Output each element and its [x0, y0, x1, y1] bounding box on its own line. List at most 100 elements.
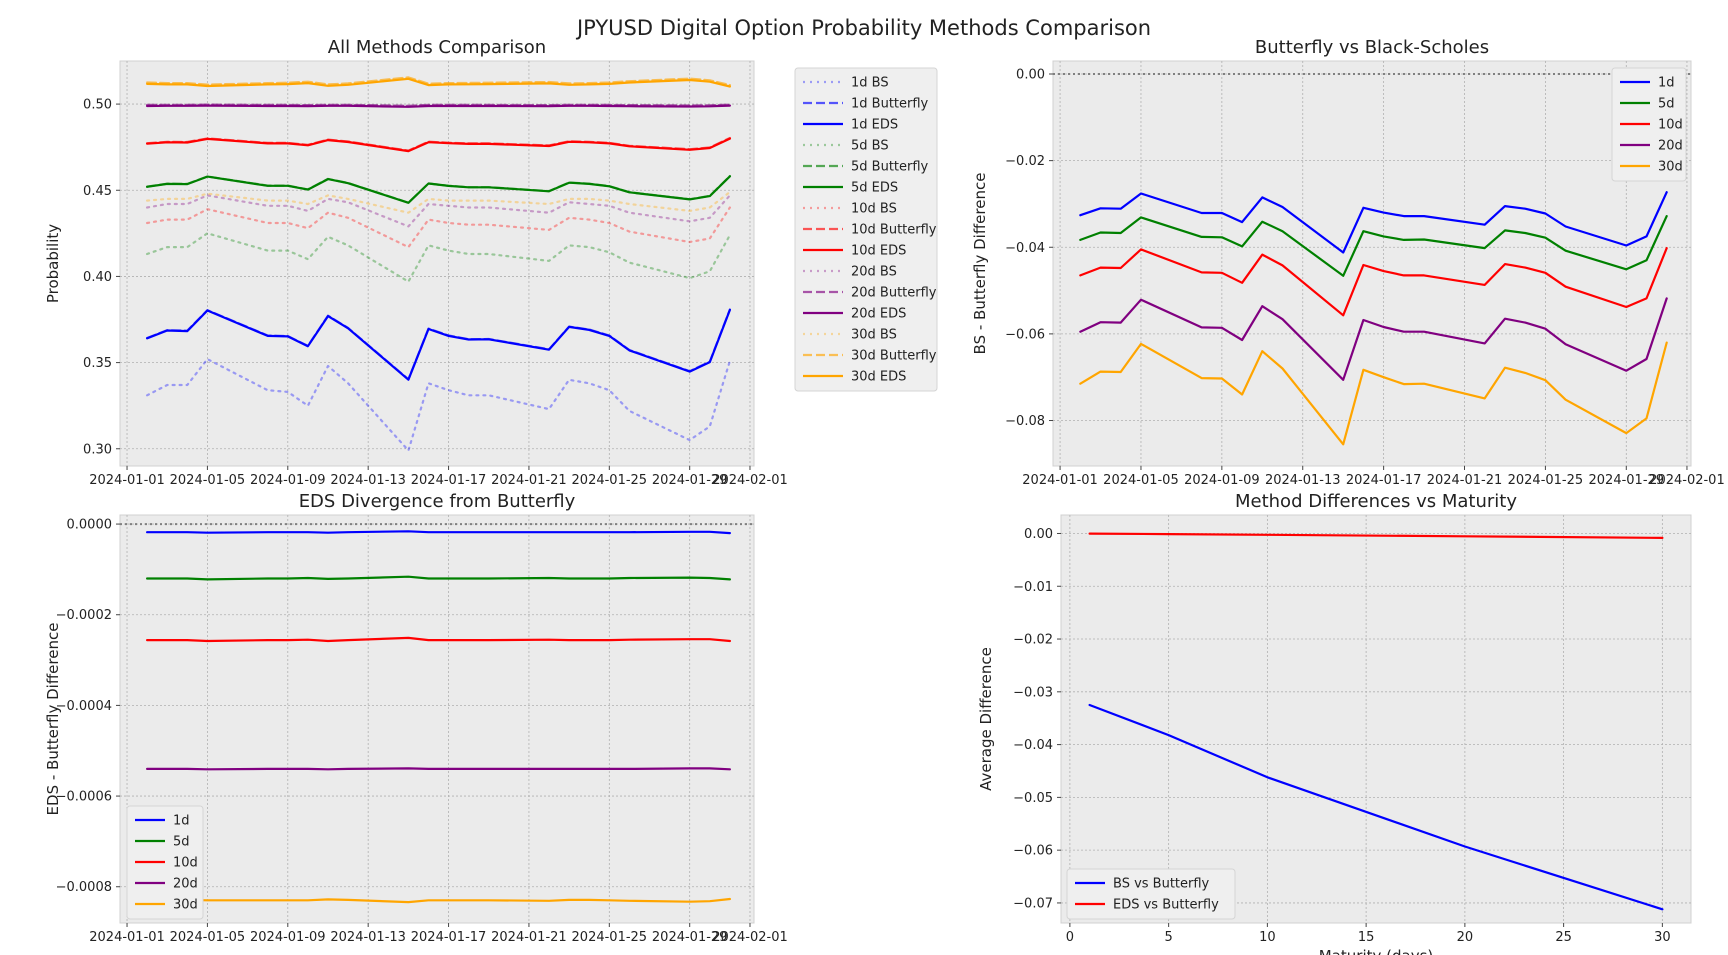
- x-tick-label: 30: [1654, 930, 1671, 945]
- x-tick-label: 2024-01-09: [250, 473, 326, 488]
- y-tick-label: −0.05: [1013, 791, 1053, 806]
- y-tick-label: −0.02: [1005, 154, 1045, 169]
- y-axis-label: Probability: [44, 224, 62, 303]
- x-tick-label: 2024-01-09: [250, 930, 326, 945]
- x-tick-label: 2024-01-01: [1022, 473, 1098, 488]
- legend-label-1d: 1d: [1658, 76, 1675, 91]
- series-group: [146, 76, 732, 452]
- x-tick-label: 2024-01-29: [652, 930, 728, 945]
- x-tick-label: 5: [1164, 930, 1172, 945]
- x-tick-label: 2024-01-01: [89, 930, 165, 945]
- legend-label-10d: 10d: [173, 856, 198, 871]
- y-tick-label: −0.06: [1005, 327, 1045, 342]
- y-tick-label: −0.01: [1013, 580, 1053, 595]
- series-group: [1079, 191, 1668, 446]
- series-line-30d-butterfly: [146, 76, 732, 87]
- y-tick-label: −0.07: [1013, 896, 1053, 911]
- series-line-1d: [1079, 191, 1668, 254]
- series-line-5d-bs: [146, 232, 732, 283]
- panel-title: All Methods Comparison: [328, 37, 546, 58]
- legend-label-30d: 30d: [1658, 160, 1683, 175]
- x-tick-label: 2024-01-17: [1346, 473, 1422, 488]
- y-tick-label: 0.0000: [67, 518, 113, 533]
- series-line-10d-eds: [146, 137, 732, 153]
- y-tick-label: 0.30: [83, 442, 112, 457]
- legend-label-5d: 5d: [1658, 97, 1675, 112]
- series-line-20d: [146, 767, 732, 771]
- legend-box: [794, 67, 938, 392]
- panel-title: Butterfly vs Black-Scholes: [1255, 37, 1489, 58]
- x-tick-label: 2024-01-05: [1103, 473, 1179, 488]
- legend-box: [1066, 868, 1236, 920]
- series-line-1d-bs: [146, 358, 732, 452]
- y-tick-label: −0.0006: [56, 790, 112, 805]
- legend-label-10d-butterfly: 10d Butterfly: [851, 223, 937, 238]
- panel-method-differences-vs-maturity: 0 5 10 15 20 25 30 0.00 −0.01 −0.02 −0.03 −0.04 −0.0…: [977, 491, 1692, 955]
- x-tick-label: 2024-01-25: [572, 473, 648, 488]
- y-tick-label: −0.03: [1013, 685, 1053, 700]
- plot-area: [119, 60, 755, 467]
- y-tick-label: 0.00: [1016, 67, 1045, 82]
- legend-label-20d-bs: 20d BS: [851, 265, 897, 280]
- y-tick-label: 0.00: [1024, 527, 1053, 542]
- series-line-5d: [146, 575, 732, 581]
- x-tick-label: 2024-01-05: [170, 930, 246, 945]
- plot-area: [1052, 60, 1692, 467]
- series-line-30d: [1079, 341, 1668, 446]
- x-tick-label: 2024-01-17: [411, 930, 487, 945]
- legend-label-10d-eds: 10d EDS: [851, 244, 906, 259]
- y-tick-label: 0.40: [83, 270, 112, 285]
- y-tick-label: −0.04: [1013, 738, 1053, 753]
- panel-butterfly-vs-black-scholes: 2024-01-01 2024-01-05 2024-01-09 2024-01-13…: [971, 37, 1725, 488]
- plot-area: [1060, 514, 1692, 924]
- panel-title: EDS Divergence from Butterfly: [299, 491, 576, 512]
- legend: 1d 5d 10d 20d 30d: [126, 805, 204, 920]
- series-line-1d-eds: [146, 308, 732, 381]
- series-line-10d: [146, 636, 732, 643]
- legend-label-eds-vs-butterfly: EDS vs Butterfly: [1113, 898, 1219, 913]
- legend-label-bs-vs-butterfly: BS vs Butterfly: [1113, 877, 1210, 892]
- legend-label-20d-eds: 20d EDS: [851, 307, 906, 322]
- series-line-1d: [146, 530, 732, 535]
- series-line-5d-eds: [146, 175, 732, 204]
- legend: 1d 5d 10d 20d 30d: [1611, 67, 1687, 182]
- x-tick-label: 2024-01-25: [1508, 473, 1584, 488]
- series-line-30d: [146, 897, 732, 904]
- series-line-eds-vs-butterfly: [1088, 532, 1664, 540]
- legend-label-30d: 30d: [173, 898, 198, 913]
- y-tick-label: −0.06: [1013, 844, 1053, 859]
- legend-label-1d-eds: 1d EDS: [851, 118, 898, 133]
- x-tick-label: 20: [1457, 930, 1474, 945]
- panel-all-methods-comparison: 2024-01-01 2024-01-05 2024-01-09 2024-01-13…: [44, 37, 938, 488]
- legend-label-5d-bs: 5d BS: [851, 139, 889, 154]
- x-tick-label: 2024-01-21: [1427, 473, 1503, 488]
- x-tick-label: 2024-01-01: [89, 473, 165, 488]
- y-tick-label: 0.50: [83, 98, 112, 113]
- series-line-20d: [1079, 297, 1668, 381]
- series-line-20d-eds: [146, 104, 732, 108]
- legend-label-1d-butterfly: 1d Butterfly: [851, 97, 929, 112]
- series-line-5d: [1079, 215, 1668, 277]
- y-axis-label: BS - Butterfly Difference: [971, 173, 989, 355]
- x-tick-label: 2024-01-09: [1184, 473, 1260, 488]
- plot-area: [119, 514, 755, 924]
- y-tick-label: 0.35: [83, 356, 112, 371]
- y-tick-label: −0.0002: [56, 608, 112, 623]
- legend-label-1d: 1d: [173, 814, 190, 829]
- figure-title: JPYUSD Digital Option Probability Method…: [575, 16, 1151, 40]
- series-line-20d-bs: [146, 194, 732, 228]
- series-line-10d-bs: [146, 206, 732, 249]
- legend-label-10d: 10d: [1658, 118, 1683, 133]
- x-tick-label: 2024-02-01: [712, 473, 788, 488]
- legend: 1d BS 1d Butterfly 1d EDS 5d BS 5d Butterfly…: [794, 67, 938, 392]
- legend-label-30d-eds: 30d EDS: [851, 370, 906, 385]
- panel-eds-divergence: 2024-01-01 2024-01-05 2024-01-09 2024-01-13…: [44, 491, 788, 945]
- x-tick-label: 2024-01-21: [491, 930, 567, 945]
- legend-label-30d-butterfly: 30d Butterfly: [851, 349, 937, 364]
- y-tick-label: −0.02: [1013, 633, 1053, 648]
- series-line-30d-bs: [146, 190, 732, 214]
- x-axis-label: Maturity (days): [1319, 947, 1434, 955]
- legend-label-1d-bs: 1d BS: [851, 76, 889, 91]
- y-tick-label: −0.04: [1005, 241, 1045, 256]
